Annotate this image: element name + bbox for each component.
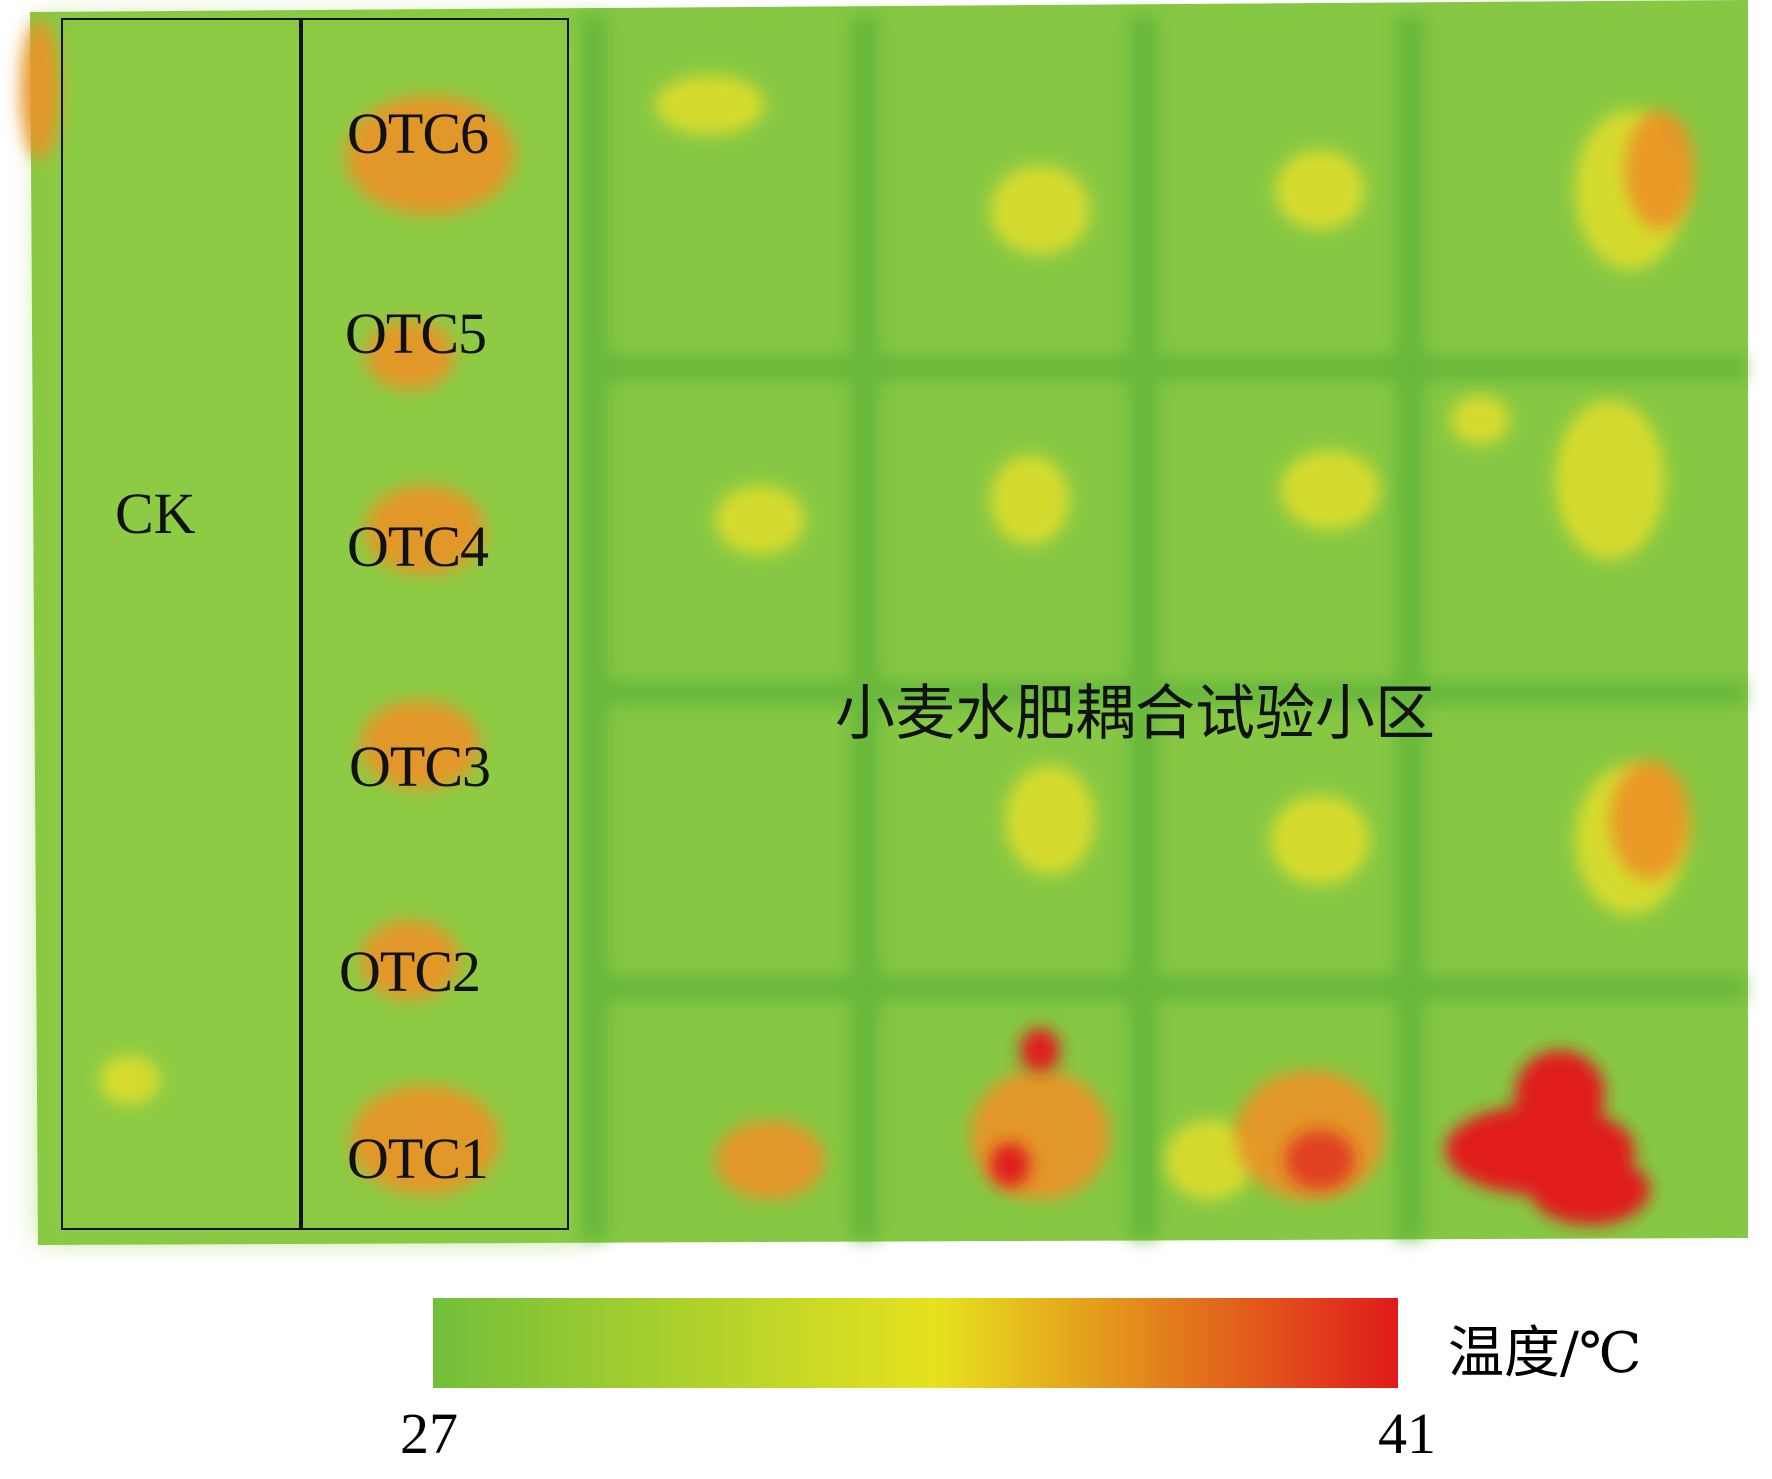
label-otc5: OTC5 xyxy=(345,301,487,366)
label-otc3: OTC3 xyxy=(349,734,491,799)
label-experiment-area: 小麦水肥耦合试验小区 xyxy=(835,679,1435,749)
label-ck: CK xyxy=(115,481,196,546)
hottest-patches xyxy=(990,1028,1650,1225)
label-otc6: OTC6 xyxy=(347,101,489,166)
otc-box xyxy=(299,18,569,1230)
label-otc1: OTC1 xyxy=(347,1126,489,1191)
thermal-map xyxy=(20,0,1748,1245)
ck-box xyxy=(61,18,303,1230)
label-otc4: OTC4 xyxy=(347,514,489,579)
colorbar-unit-label: 温度/℃ xyxy=(1448,1321,1642,1386)
warm-patches xyxy=(100,75,1685,1200)
colorbar-min-label: 27 xyxy=(400,1401,458,1466)
colorbar-gradient xyxy=(433,1298,1398,1388)
colorbar-max-label: 41 xyxy=(1378,1401,1436,1466)
plot-grid xyxy=(580,15,1745,1240)
label-otc2: OTC2 xyxy=(339,939,481,1004)
colorbar xyxy=(433,1298,1398,1388)
